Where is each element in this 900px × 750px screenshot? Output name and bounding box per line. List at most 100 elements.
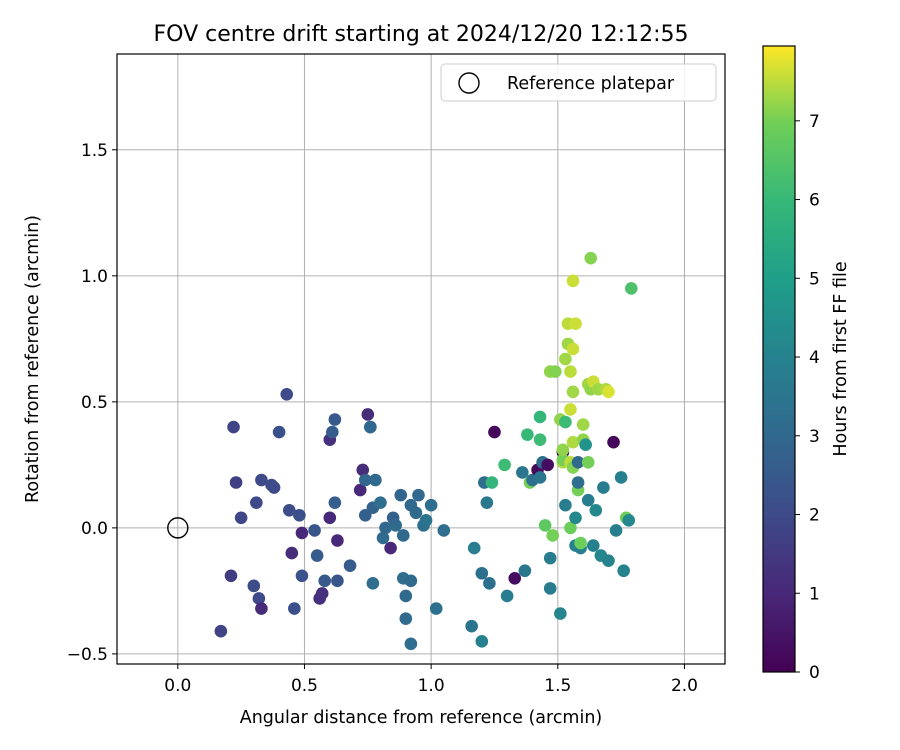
y-tick-label: 1.0: [81, 267, 108, 287]
scatter-point: [559, 415, 572, 429]
data-points: [167, 251, 638, 651]
scatter-point: [569, 317, 582, 331]
y-axis-label: Rotation from reference (arcmin): [23, 215, 43, 503]
scatter-point: [597, 481, 610, 494]
x-tick-label: 1.5: [544, 676, 571, 696]
scatter-point: [356, 463, 370, 477]
scatter-point: [500, 589, 514, 603]
scatter-point: [569, 511, 582, 525]
scatter-point: [399, 589, 413, 603]
scatter-point: [564, 403, 577, 416]
colorbar-tick-label: 5: [809, 269, 820, 289]
scatter-point: [566, 385, 580, 399]
scatter-point: [559, 498, 572, 512]
plot-frame: [116, 53, 726, 665]
colorbar-tick-label: 1: [809, 584, 820, 604]
scatter-point: [353, 483, 367, 497]
x-tick-label: 1.0: [418, 676, 445, 696]
scatter-point: [614, 471, 628, 484]
scatter-point: [556, 443, 570, 457]
scatter-point: [280, 387, 294, 401]
scatter-point: [295, 526, 309, 540]
scatter-point: [419, 514, 433, 527]
scatter-point: [617, 564, 630, 578]
scatter-point: [607, 435, 620, 449]
scatter-point: [267, 481, 281, 494]
scatter-point: [581, 456, 595, 469]
scatter-point: [295, 569, 309, 583]
scatter-point: [564, 365, 577, 378]
colorbar-tick-label: 7: [809, 112, 820, 132]
scatter-point: [429, 602, 443, 615]
grid-lines: [117, 54, 725, 664]
scatter-point: [467, 541, 481, 555]
scatter-point: [538, 519, 552, 532]
scatter-point: [227, 420, 240, 434]
scatter-point: [564, 521, 577, 535]
scatter-point: [412, 488, 425, 502]
scatter-point: [389, 519, 402, 532]
scatter-point: [533, 410, 547, 424]
legend-marker-reference: [458, 72, 480, 94]
y-tick-label: 0.5: [81, 393, 108, 413]
scatter-point: [566, 342, 580, 356]
chart-title: FOV centre drift starting at 2024/12/20 …: [154, 22, 689, 47]
scatter-point: [518, 564, 532, 578]
scatter-point: [475, 635, 489, 648]
scatter-point: [308, 524, 321, 537]
scatter-point: [488, 425, 501, 439]
scatter-point: [409, 506, 423, 520]
reference-platepar-marker: [167, 517, 189, 539]
colorbar-tick-label: 4: [809, 348, 820, 368]
scatter-point: [374, 496, 387, 509]
colorbar-gradient: [763, 46, 795, 672]
scatter-point: [399, 612, 413, 625]
scatter-point: [323, 511, 337, 525]
scatter-point: [622, 514, 636, 527]
scatter-point: [508, 571, 522, 585]
scatter-point: [318, 574, 332, 588]
scatter-point: [379, 521, 392, 535]
scatter-point: [288, 602, 301, 615]
scatter-point: [571, 456, 585, 469]
scatter-point: [331, 574, 344, 588]
legend: Reference platepar: [440, 63, 717, 102]
scatter-point: [483, 577, 496, 590]
scatter-point: [581, 493, 595, 507]
scatter-point: [293, 508, 306, 522]
scatter-point: [602, 385, 615, 399]
scatter-point: [609, 524, 623, 537]
x-tick-label: 0.0: [164, 676, 191, 696]
x-axis-ticks: 0.0 0.5 1.0 1.5 2.0: [164, 664, 698, 696]
x-axis-label: Angular distance from reference (arcmin): [240, 708, 603, 728]
scatter-point: [559, 352, 572, 366]
colorbar-tick-label: 2: [809, 506, 820, 526]
scatter-point: [554, 607, 567, 620]
scatter-point: [589, 503, 603, 517]
plot-area: 0.0 0.5 1.0 1.5 2.0 −0.5 0.0 0.5 1.0 1.5: [67, 53, 726, 696]
scatter-point: [396, 529, 410, 542]
scatter-point: [252, 592, 266, 605]
scatter-point: [566, 435, 580, 449]
colorbar-tick-label: 3: [809, 427, 820, 447]
scatter-point: [586, 539, 600, 552]
scatter-point: [516, 466, 529, 479]
y-tick-label: 0.0: [81, 519, 108, 539]
colorbar-ticks: 0 1 2 3 4 5 6 7: [795, 112, 820, 683]
scatter-point: [361, 408, 375, 421]
scatter-point: [546, 529, 560, 542]
x-tick-label: 0.5: [291, 676, 318, 696]
scatter-point: [574, 536, 587, 550]
scatter-point: [234, 511, 248, 525]
scatter-point: [404, 637, 418, 651]
colorbar-tick-label: 6: [809, 191, 820, 211]
scatter-point: [424, 498, 438, 512]
scatter-point: [437, 524, 451, 537]
y-tick-label: −0.5: [67, 645, 108, 665]
scatter-point: [566, 274, 580, 288]
scatter-point: [369, 473, 382, 487]
scatter-point: [310, 549, 324, 562]
legend-box: [440, 63, 717, 102]
